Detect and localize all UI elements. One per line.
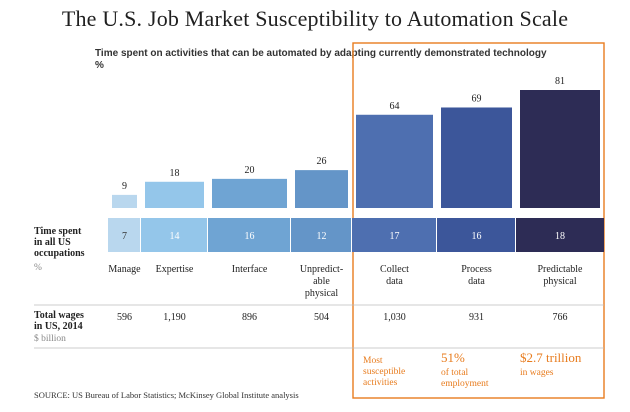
bar-value-3: 26 bbox=[317, 156, 327, 167]
bar-value-0: 9 bbox=[122, 181, 127, 192]
callout-1-text: employment bbox=[441, 379, 489, 389]
chart-unit: % bbox=[95, 60, 104, 71]
time-value-5: 16 bbox=[472, 231, 482, 242]
wages-label: in US, 2014 bbox=[34, 321, 83, 332]
time-spent-unit: % bbox=[34, 263, 42, 273]
time-cell-0 bbox=[108, 218, 140, 252]
callout-0-text: Most bbox=[363, 356, 383, 366]
time-spent-label: occupations bbox=[34, 248, 85, 259]
category-label-3: Unpredict- bbox=[300, 264, 343, 275]
category-label-6: physical bbox=[543, 276, 577, 287]
category-label-0: Manage bbox=[108, 264, 141, 275]
category-label-3: able bbox=[313, 276, 330, 287]
wages-value-3: 504 bbox=[314, 312, 329, 323]
wages-unit: $ billion bbox=[34, 333, 66, 344]
time-value-2: 16 bbox=[245, 231, 255, 242]
category-label-4: Collect bbox=[380, 264, 409, 275]
category-label-6: Predictable bbox=[538, 264, 584, 275]
wages-value-4: 1,030 bbox=[383, 312, 406, 323]
bar-4 bbox=[356, 114, 433, 208]
time-cell-4 bbox=[352, 218, 436, 252]
category-label-5: data bbox=[468, 276, 485, 287]
time-cell-2 bbox=[208, 218, 290, 252]
bar-value-4: 64 bbox=[390, 101, 400, 112]
chart-subtitle: Time spent on activities that can be aut… bbox=[95, 48, 547, 59]
callout-1-big: 51% bbox=[441, 350, 465, 365]
wages-value-0: 596 bbox=[117, 312, 132, 323]
time-cell-5 bbox=[437, 218, 515, 252]
bar-value-1: 18 bbox=[170, 168, 180, 179]
bar-value-6: 81 bbox=[555, 76, 565, 87]
time-value-4: 17 bbox=[390, 231, 400, 242]
bar-value-5: 69 bbox=[472, 93, 482, 104]
bar-value-2: 20 bbox=[245, 165, 255, 176]
time-cell-6 bbox=[516, 218, 604, 252]
time-spent-label: Time spent bbox=[34, 226, 82, 237]
category-label-2: Interface bbox=[232, 264, 268, 275]
callout-2-text: in wages bbox=[520, 368, 554, 378]
wages-value-2: 896 bbox=[242, 312, 257, 323]
source-note: SOURCE: US Bureau of Labor Statistics; M… bbox=[34, 390, 299, 400]
bar-1 bbox=[145, 181, 204, 208]
callout-1-text: of total bbox=[441, 367, 469, 378]
callout-0-text: susceptible bbox=[363, 367, 405, 377]
callout-2-big: $2.7 trillion bbox=[520, 350, 582, 365]
bar-2 bbox=[212, 178, 287, 208]
wages-value-5: 931 bbox=[469, 312, 484, 323]
category-label-4: data bbox=[386, 276, 403, 287]
category-label-3: physical bbox=[305, 288, 339, 299]
category-label-1: Expertise bbox=[156, 264, 194, 275]
bar-5 bbox=[441, 107, 512, 208]
wages-label: Total wages bbox=[34, 310, 84, 321]
time-cell-3 bbox=[291, 218, 351, 252]
page-title: The U.S. Job Market Susceptibility to Au… bbox=[61, 6, 569, 31]
time-value-6: 18 bbox=[555, 231, 565, 242]
time-value-3: 12 bbox=[317, 231, 327, 242]
bar-3 bbox=[295, 170, 348, 208]
time-value-0: 7 bbox=[122, 231, 127, 242]
callout-0-text: activities bbox=[363, 378, 398, 388]
bar-6 bbox=[520, 90, 600, 208]
time-cell-1 bbox=[141, 218, 207, 252]
time-spent-label: in all US bbox=[34, 237, 71, 248]
category-label-5: Process bbox=[461, 264, 492, 275]
bar-0 bbox=[112, 194, 137, 208]
wages-value-6: 766 bbox=[553, 312, 568, 323]
wages-value-1: 1,190 bbox=[163, 312, 186, 323]
time-value-1: 14 bbox=[170, 231, 180, 242]
